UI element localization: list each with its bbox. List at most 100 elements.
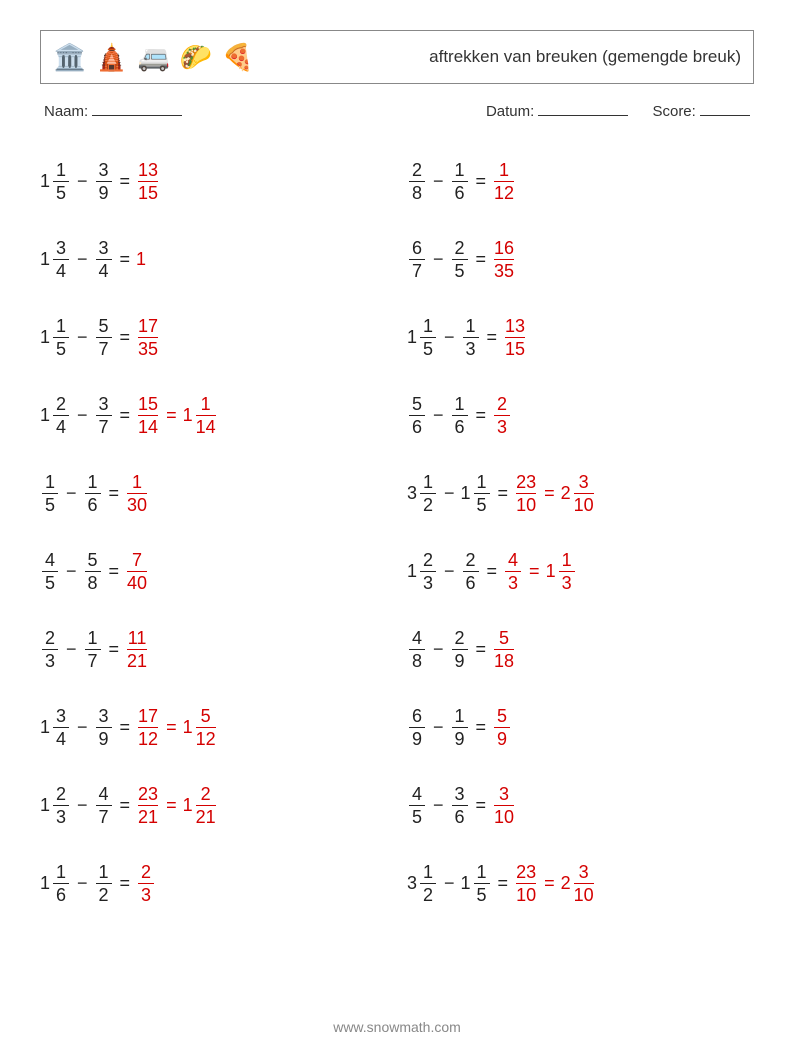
problem: 56−16 = 23 [407, 376, 754, 454]
fraction: 23 [138, 863, 154, 904]
fraction: 512 [196, 707, 216, 748]
whole-number: 1 [183, 795, 193, 816]
meta-row: Naam: Datum: Score: [40, 102, 754, 120]
fraction: 37 [96, 395, 112, 436]
whole-number: 1 [136, 249, 146, 270]
problem: 67−25=1635 [407, 220, 754, 298]
problem: 116−12=23 [40, 844, 387, 922]
fraction: 56 [409, 395, 425, 436]
equals-op: = [487, 561, 498, 582]
fraction: 2310 [516, 473, 536, 514]
answer: 59 [492, 707, 512, 748]
fraction: 58 [85, 551, 101, 592]
column-left: 115−39=1315134−34=1115−57=1735124−37=151… [40, 142, 387, 922]
fraction: 13 [559, 551, 575, 592]
whole-number: 2 [561, 483, 571, 504]
worksheet-title: aftrekken van breuken (gemengde breuk) [429, 47, 741, 67]
fraction: 2321 [138, 785, 158, 826]
fraction: 221 [196, 785, 216, 826]
fraction: 25 [452, 239, 468, 280]
fraction: 29 [452, 629, 468, 670]
fraction: 23 [53, 785, 69, 826]
fraction: 1315 [505, 317, 525, 358]
header-icon: 🍕 [221, 40, 255, 74]
answer: 1 [136, 248, 147, 270]
problem: 45−36=310 [407, 766, 754, 844]
minus-op: − [66, 483, 77, 504]
minus-op: − [66, 561, 77, 582]
answer: 112 [492, 161, 516, 202]
fraction: 15 [474, 863, 490, 904]
header-icon: 🌮 [179, 40, 213, 74]
answer: 1121 [125, 629, 149, 670]
fraction: 1121 [127, 629, 147, 670]
fraction: 43 [505, 551, 521, 592]
problem: 69−19=59 [407, 688, 754, 766]
equals-op: = [476, 405, 487, 426]
answer: 740 [125, 551, 149, 592]
whole-number: 1 [40, 717, 50, 738]
fraction: 23 [420, 551, 436, 592]
answer: 1712=1512 [136, 707, 218, 748]
fraction: 114 [196, 395, 216, 436]
problem: 48−29=518 [407, 610, 754, 688]
equals-op: = [476, 717, 487, 738]
minus-op: − [66, 639, 77, 660]
problem: 28−16=112 [407, 142, 754, 220]
fraction: 1514 [138, 395, 158, 436]
equals-op: = [166, 795, 177, 816]
equals-op: = [544, 483, 555, 504]
header-box: 🏛️🛕🚐🌮🍕 aftrekken van breuken (gemengde b… [40, 30, 754, 84]
minus-op: − [444, 483, 455, 504]
fraction: 15 [474, 473, 490, 514]
fraction: 15 [53, 317, 69, 358]
whole-number: 1 [40, 795, 50, 816]
equals-op: = [109, 561, 120, 582]
answer: 2310=2310 [514, 863, 596, 904]
date-blank[interactable] [538, 102, 628, 116]
answer: 1514=1114 [136, 395, 218, 436]
whole-number: 1 [183, 717, 193, 738]
fraction: 28 [409, 161, 425, 202]
fraction: 23 [42, 629, 58, 670]
whole-number: 3 [407, 873, 417, 894]
score-blank[interactable] [700, 102, 750, 116]
fraction: 19 [452, 707, 468, 748]
problem: 123−26=43=113 [407, 532, 754, 610]
minus-op: − [77, 327, 88, 348]
equals-op: = [120, 795, 131, 816]
fraction: 69 [409, 707, 425, 748]
fraction: 23 [494, 395, 510, 436]
column-right: 28−16=11267−25=1635115−13=131556−16=2331… [407, 142, 754, 922]
fraction: 34 [53, 707, 69, 748]
whole-number: 1 [461, 873, 471, 894]
equals-op: = [487, 327, 498, 348]
whole-number: 1 [461, 483, 471, 504]
answer: 2321 = 1221 [136, 785, 218, 826]
equals-op: = [120, 249, 131, 270]
equals-op: = [476, 249, 487, 270]
problem: 115−57=1735 [40, 298, 387, 376]
name-field: Naam: [44, 102, 182, 120]
fraction: 16 [452, 161, 468, 202]
minus-op: − [433, 405, 444, 426]
name-blank[interactable] [92, 102, 182, 116]
problem: 124−37=1514=1114 [40, 376, 387, 454]
fraction: 310 [574, 863, 594, 904]
date-field: Datum: [486, 102, 629, 120]
fraction: 47 [96, 785, 112, 826]
score-field: Score: [652, 102, 750, 120]
fraction: 39 [96, 707, 112, 748]
fraction: 45 [409, 785, 425, 826]
problem: 115−39=1315 [40, 142, 387, 220]
fraction: 16 [452, 395, 468, 436]
fraction: 1635 [494, 239, 514, 280]
equals-op: = [544, 873, 555, 894]
minus-op: − [433, 639, 444, 660]
equals-op: = [120, 327, 131, 348]
problem: 45−58=740 [40, 532, 387, 610]
whole-number: 2 [561, 873, 571, 894]
whole-number: 1 [40, 171, 50, 192]
fraction: 57 [96, 317, 112, 358]
fraction: 1712 [138, 707, 158, 748]
